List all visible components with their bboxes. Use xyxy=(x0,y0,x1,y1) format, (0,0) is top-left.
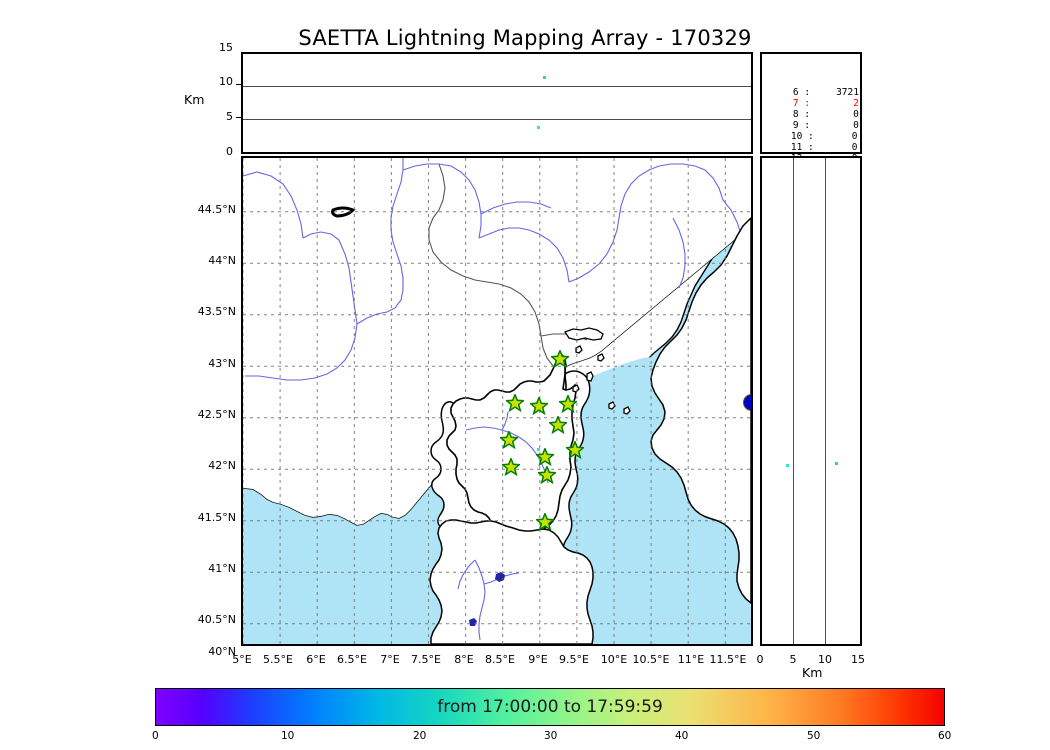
gridline-alt-5 xyxy=(243,118,751,120)
colorbar-tick-20: 20 xyxy=(413,730,427,742)
lon-tick-5.5: 5.5°E xyxy=(263,653,293,666)
alt-tick-mark xyxy=(236,84,241,86)
stat-row: 11 : 0 xyxy=(768,131,858,164)
altitude-axis-label: Km xyxy=(184,92,205,107)
gridline-alt-10 xyxy=(243,86,751,88)
lon-tick-6.5: 6.5°E xyxy=(337,653,367,666)
map-graphic xyxy=(243,158,751,644)
lat-tick-44: 44°N xyxy=(208,254,236,267)
altitude-latitude-panel xyxy=(760,156,862,646)
islet-b xyxy=(623,406,631,415)
lat-tick-40.5: 40.5°N xyxy=(197,613,236,626)
stat-row: 8 : 0 xyxy=(770,98,859,131)
side-x-tick-15: 15 xyxy=(851,653,865,666)
colorbar-tick-40: 40 xyxy=(675,730,689,742)
stat-value: 0 xyxy=(851,131,858,142)
islet-e xyxy=(597,353,605,362)
lightning-source-point xyxy=(835,462,838,465)
colorbar-tick-0: 0 xyxy=(152,730,159,742)
side-axis-label: Km xyxy=(802,665,823,680)
corsica-rivers xyxy=(465,411,549,484)
stat-label: 9 : xyxy=(792,120,811,131)
islet-a xyxy=(572,384,580,393)
lon-tick-6: 6°E xyxy=(306,653,326,666)
lon-tick-9: 9°E xyxy=(528,653,548,666)
lon-tick-11: 11°E xyxy=(677,653,705,666)
stat-value: 0 xyxy=(851,142,858,153)
lon-tick-8.5: 8.5°E xyxy=(485,653,515,666)
graticule xyxy=(243,158,751,644)
colorbar-tick-30: 30 xyxy=(544,730,558,742)
stat-row: 7 : 2 xyxy=(770,87,859,120)
side-x-tick-0: 0 xyxy=(756,653,764,666)
lightning-source-point xyxy=(543,76,546,79)
lon-tick-10: 10°E xyxy=(600,653,628,666)
alt-tick-10: 10 xyxy=(219,75,233,88)
islet-c xyxy=(575,345,583,354)
lon-tick-8: 8°E xyxy=(454,653,474,666)
lat-tick-41: 41°N xyxy=(208,562,236,575)
alt-tick-mark xyxy=(236,116,241,118)
lon-tick-9.5: 9.5°E xyxy=(559,653,589,666)
lat-tick-43: 43°N xyxy=(208,357,236,370)
alt-tick-5: 5 xyxy=(226,110,233,123)
alt-tick-0: 0 xyxy=(226,145,233,158)
lat-tick-42: 42°N xyxy=(208,459,236,472)
sardinia-island xyxy=(429,519,594,644)
lat-tick-44.5: 44.5°N xyxy=(197,203,236,216)
lon-tick-7: 7°E xyxy=(380,653,400,666)
stat-label: 6 : xyxy=(792,87,811,98)
lon-tick-5: 5°E xyxy=(232,653,252,666)
altitude-longitude-panel xyxy=(241,52,753,154)
lat-tick-43.5: 43.5°N xyxy=(197,305,236,318)
colorbar-tick-50: 50 xyxy=(807,730,821,742)
colorbar-time-label: from 17:00:00 to 17:59:59 xyxy=(437,697,663,717)
lon-tick-7.5: 7.5°E xyxy=(411,653,441,666)
plan-view-map-panel xyxy=(241,156,753,646)
colorbar-gradient xyxy=(156,689,944,725)
stat-value: 0 xyxy=(853,120,859,131)
stat-row: 9 : 0 xyxy=(770,109,859,142)
lat-tick-42.5: 42.5°N xyxy=(197,408,236,421)
colorbar-tick-10: 10 xyxy=(281,730,295,742)
alt-tick-15: 15 xyxy=(219,41,233,54)
riviera-landmass xyxy=(243,158,751,525)
station-count-panel: 6 :3721 7 :2 8 :0 9 :0 10 :0 11 :0 12 :0 xyxy=(760,52,862,164)
capraia-island xyxy=(586,371,594,382)
gridline-km-5 xyxy=(792,158,794,644)
stat-row: 10 : 0 xyxy=(768,120,858,153)
colorbar[interactable]: from 17:00:00 to 17:59:59 xyxy=(155,688,945,726)
stat-value: 3721 xyxy=(836,87,859,98)
colorbar-tick-60: 60 xyxy=(938,730,952,742)
stat-row: 6 : 3721 xyxy=(770,76,859,109)
page-title: SAETTA Lightning Mapping Array - 170329 xyxy=(298,26,752,50)
side-x-tick-10: 10 xyxy=(818,653,832,666)
side-x-tick-5: 5 xyxy=(789,653,797,666)
gulf-detail xyxy=(331,206,356,218)
stat-value: 2 xyxy=(853,98,859,109)
lon-tick-10.5: 10.5°E xyxy=(632,653,670,666)
gridline-km-10 xyxy=(825,158,827,644)
stat-label: 10 : xyxy=(790,131,814,142)
stat-label: 11 : xyxy=(790,142,814,153)
lightning-source-point xyxy=(537,126,540,129)
stat-label: 8 : xyxy=(792,109,811,120)
blue-dot-marker[interactable] xyxy=(743,394,751,411)
stat-value: 0 xyxy=(853,109,859,120)
lon-tick-11.5: 11.5°E xyxy=(709,653,747,666)
lat-tick-40: 40°N xyxy=(208,645,236,658)
lightning-source-point xyxy=(786,464,789,467)
stat-label: 7 : xyxy=(792,98,811,109)
lat-tick-41.5: 41.5°N xyxy=(197,511,236,524)
elba-island xyxy=(564,327,604,341)
lightning-source-point xyxy=(537,448,540,451)
italy-coastline xyxy=(650,216,751,604)
